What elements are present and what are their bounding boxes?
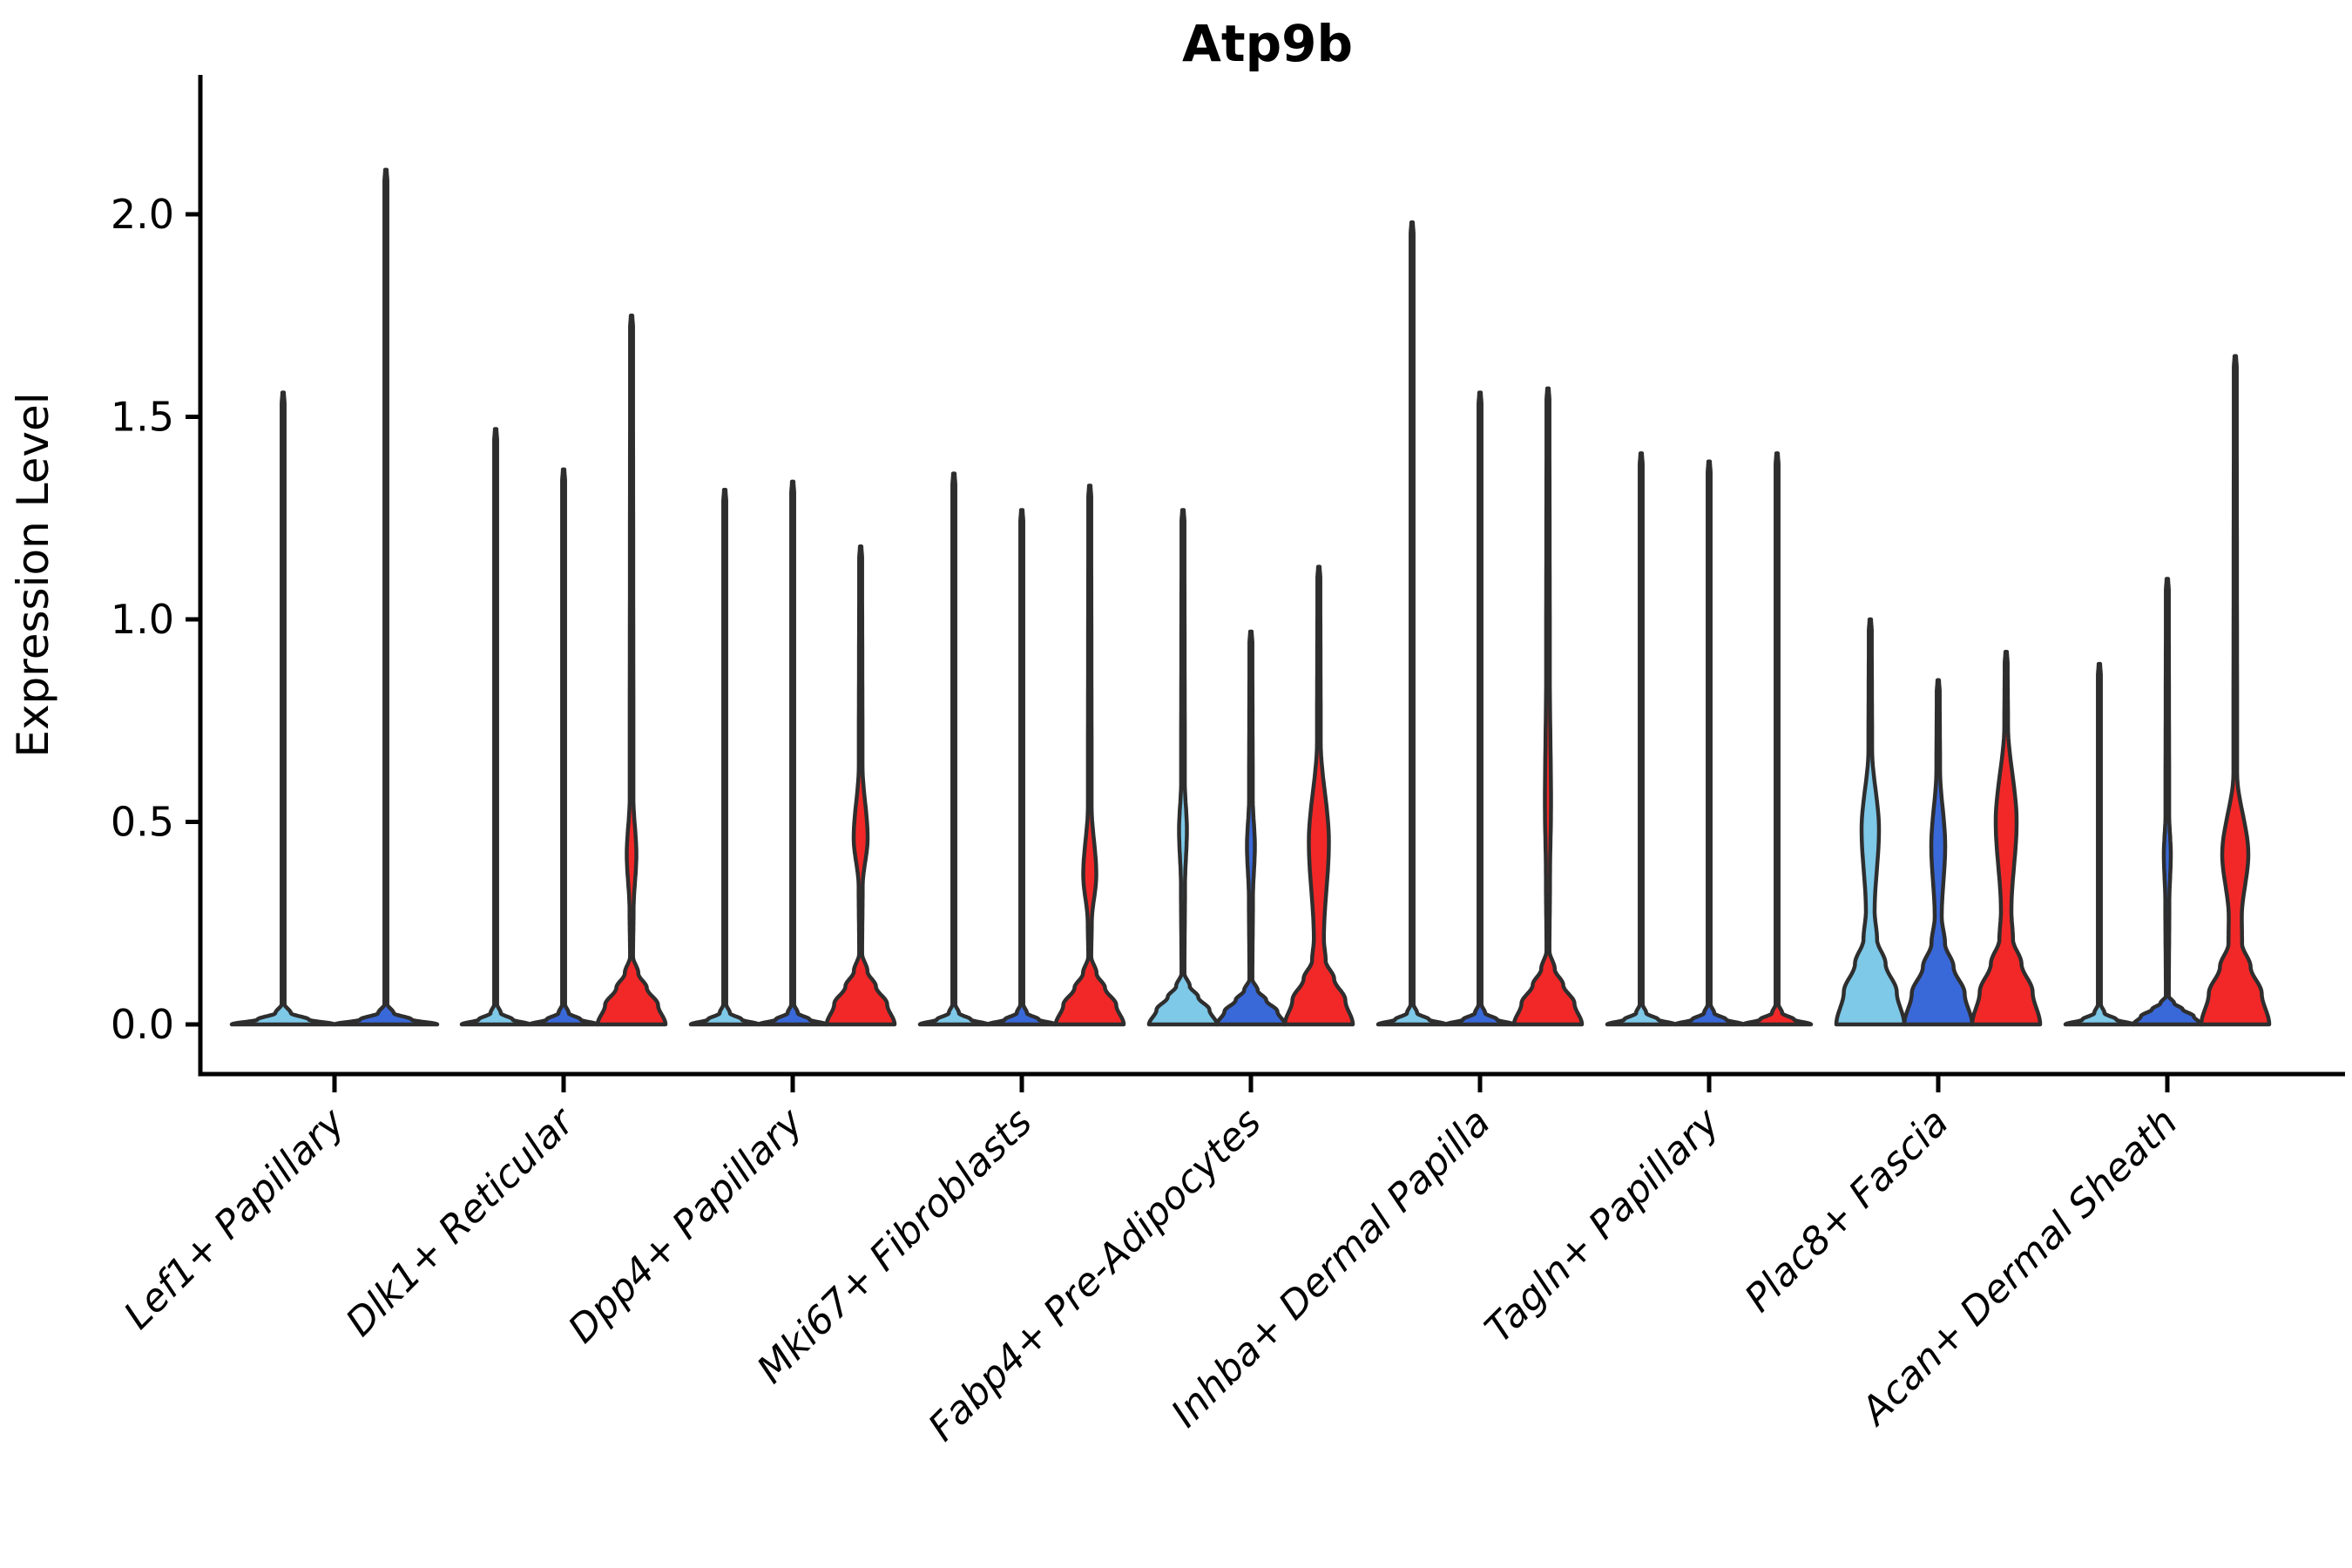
y-tick-label: 1.5 (111, 394, 174, 441)
y-axis-label: Expression Level (8, 392, 58, 757)
violin (756, 479, 829, 1027)
plot-title: Atp9b (1182, 14, 1353, 73)
violin (459, 427, 532, 1027)
violin (1375, 220, 1449, 1027)
axes-layer (186, 75, 2345, 1092)
x-tick-label: Plac8+ Fascia (1736, 1100, 1957, 1321)
violin (1443, 390, 1517, 1027)
violin (2063, 661, 2136, 1027)
violin (2131, 577, 2204, 1027)
y-tick-label: 2.0 (111, 191, 174, 238)
y-tick-label: 1.0 (111, 596, 174, 643)
violin (527, 467, 600, 1027)
violin (332, 167, 440, 1027)
violin (1146, 508, 1220, 1027)
violin (688, 487, 761, 1027)
violin (1902, 678, 1975, 1027)
violin (1834, 617, 1907, 1027)
violin (1511, 386, 1585, 1027)
violin (985, 508, 1058, 1027)
violin (229, 390, 337, 1027)
x-tick-label: Dlk1+ Reticular (337, 1098, 584, 1345)
violin (1673, 459, 1746, 1027)
x-tick-label: Lef1+ Papillary (116, 1099, 355, 1338)
violin (1740, 451, 1814, 1027)
violin (2199, 354, 2272, 1027)
y-tick-labels: 0.0 0.5 1.0 1.5 2.0 (111, 191, 174, 1048)
y-tick-label: 0.0 (111, 1001, 174, 1048)
violin (595, 314, 668, 1027)
violin (1053, 483, 1126, 1027)
y-tick-label: 0.5 (111, 799, 174, 846)
violins-layer (229, 167, 2272, 1027)
violin (1214, 629, 1288, 1027)
x-tick-label: Tagln+ Papillary (1477, 1099, 1728, 1351)
violin (1282, 564, 1355, 1027)
x-tick-label: Dpp4+ Papillary (560, 1099, 813, 1352)
violin (824, 544, 897, 1027)
violin (917, 471, 990, 1027)
violin (1970, 649, 2043, 1027)
violin (1605, 451, 1678, 1027)
